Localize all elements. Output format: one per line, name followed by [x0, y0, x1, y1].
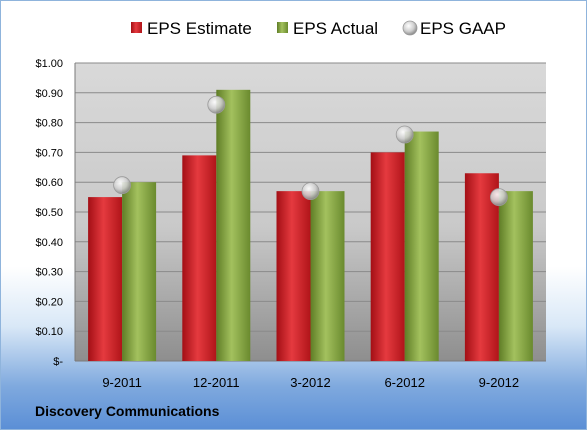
x-category-label: 9-2012 [479, 375, 519, 390]
legend-gaap-label: EPS GAAP [420, 19, 506, 38]
legend-estimate-swatch [131, 22, 142, 33]
eps-estimate-bar [88, 197, 123, 361]
legend-estimate-label: EPS Estimate [147, 19, 252, 38]
y-tick-label: $0.10 [35, 326, 63, 338]
y-tick-label: $0.60 [35, 177, 63, 189]
x-category-label: 3-2012 [290, 375, 330, 390]
x-category-label: 6-2012 [384, 375, 424, 390]
y-tick-label: $0.80 [35, 118, 63, 130]
x-category-label: 9-2011 [102, 375, 142, 390]
y-tick-label: $- [53, 356, 63, 368]
y-tick-label: $1.00 [35, 58, 63, 70]
y-tick-label: $0.20 [35, 296, 63, 308]
eps-gaap-marker [207, 95, 226, 114]
eps-gaap-marker [113, 176, 131, 195]
eps-estimate-bar [182, 155, 217, 361]
y-tick-label: $0.70 [35, 147, 63, 159]
eps-actual-bar [404, 131, 439, 361]
company-caption: Discovery Communications [35, 403, 220, 419]
eps-estimate-bar [276, 191, 311, 361]
eps-gaap-marker [301, 182, 320, 201]
y-tick-label: $0.90 [35, 88, 63, 100]
legend-actual-label: EPS Actual [293, 19, 378, 38]
eps-actual-bar [498, 191, 533, 361]
y-tick-label: $0.30 [35, 267, 63, 279]
legend-actual-swatch [277, 22, 288, 33]
eps-actual-bar [310, 191, 345, 361]
eps-estimate-bar [370, 152, 405, 361]
eps-gaap-marker [489, 188, 508, 207]
eps-actual-bar [122, 182, 157, 361]
y-tick-label: $0.40 [35, 237, 63, 249]
legend-gaap-swatch [402, 20, 418, 36]
y-tick-label: $0.50 [35, 207, 63, 219]
eps-estimate-bar [464, 173, 499, 361]
eps-gaap-marker [395, 125, 414, 144]
x-category-label: 12-2011 [193, 375, 240, 390]
eps-actual-bar [216, 89, 251, 361]
